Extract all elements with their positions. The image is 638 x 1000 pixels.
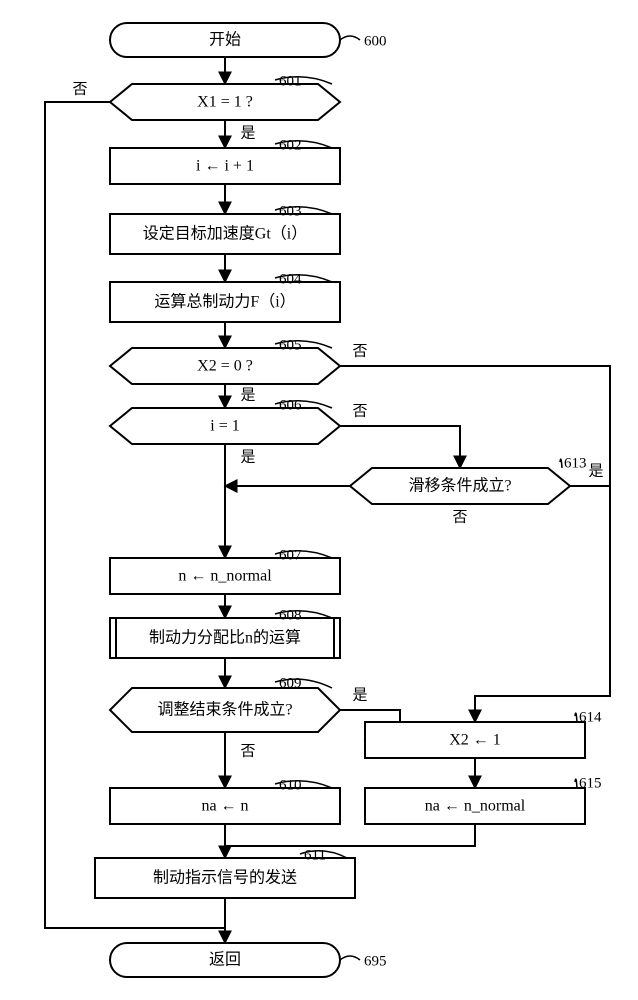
edge-label: 否 xyxy=(240,743,255,759)
node-text-609: 调整结束条件成立? xyxy=(157,701,292,719)
ref-610: 610 xyxy=(279,777,302,793)
flowchart: 开始 X1 = 1 ? i ← i + 1 设定目标加速度Gt（i） 运算总制动力F（i… xyxy=(0,0,638,1000)
node-text-608: 制动力分配比n的运算 xyxy=(149,628,301,647)
edge-label: 是 xyxy=(240,125,255,141)
node-605: X2 = 0 ? xyxy=(110,348,340,384)
ref-614: 614 xyxy=(579,709,602,725)
edge-label: 否 xyxy=(72,81,87,97)
node-610: na ← n xyxy=(110,788,340,824)
node-601: X1 = 1 ? xyxy=(110,84,340,120)
node-615: na ← n_normal xyxy=(365,788,585,824)
edge-label: 是 xyxy=(240,449,255,465)
node-text-605: X2 = 0 ? xyxy=(197,358,253,375)
node-text-610: na ← n xyxy=(201,798,248,815)
node-text-606: i = 1 xyxy=(210,418,239,435)
ref-604: 604 xyxy=(279,271,302,287)
node-614: X2 ← 1 xyxy=(365,722,585,758)
ref-606: 606 xyxy=(279,397,302,413)
edge-label: 否 xyxy=(352,403,367,419)
node-611: 制动指示信号的发送 xyxy=(95,858,355,898)
ref-600: 600 xyxy=(364,33,387,49)
ref-613: 613 xyxy=(564,455,587,471)
ref-602: 602 xyxy=(279,137,302,153)
node-606: i = 1 xyxy=(110,408,340,444)
node-text-607: n ← n_normal xyxy=(178,568,272,585)
ref-609: 609 xyxy=(279,675,302,691)
ref-615: 615 xyxy=(579,775,602,791)
ref-607: 607 xyxy=(279,547,302,563)
node-609: 调整结束条件成立? xyxy=(110,688,340,732)
node-695: 返回 xyxy=(110,943,340,977)
ref-611: 611 xyxy=(304,847,326,863)
edge-label: 是 xyxy=(240,387,255,403)
node-text-603: 设定目标加速度Gt（i） xyxy=(143,225,307,243)
node-text-604: 运算总制动力F（i） xyxy=(154,292,295,311)
node-text-602: i ← i + 1 xyxy=(196,158,254,175)
node-text-695: 返回 xyxy=(209,951,241,969)
ref-601: 601 xyxy=(279,73,302,89)
edge-label: 否 xyxy=(452,509,467,525)
ref-695: 695 xyxy=(364,953,387,969)
edge-label: 否 xyxy=(352,343,367,359)
node-text-614: X2 ← 1 xyxy=(449,732,501,749)
node-602: i ← i + 1 xyxy=(110,148,340,184)
node-613: 滑移条件成立? xyxy=(350,468,570,504)
node-text-613: 滑移条件成立? xyxy=(408,477,511,495)
ref-608: 608 xyxy=(279,607,302,623)
node-text-600: 开始 xyxy=(209,31,241,49)
ref-603: 603 xyxy=(279,203,302,219)
node-text-615: na ← n_normal xyxy=(425,798,526,815)
edge-label: 是 xyxy=(588,463,603,479)
node-600: 开始 xyxy=(110,23,340,57)
node-604: 运算总制动力F（i） xyxy=(110,282,340,322)
node-603: 设定目标加速度Gt（i） xyxy=(110,214,340,254)
node-text-611: 制动指示信号的发送 xyxy=(153,869,297,887)
node-607: n ← n_normal xyxy=(110,558,340,594)
node-text-601: X1 = 1 ? xyxy=(197,94,253,111)
edge-label: 是 xyxy=(352,687,367,703)
node-608: 制动力分配比n的运算 xyxy=(110,618,340,658)
ref-605: 605 xyxy=(279,337,302,353)
